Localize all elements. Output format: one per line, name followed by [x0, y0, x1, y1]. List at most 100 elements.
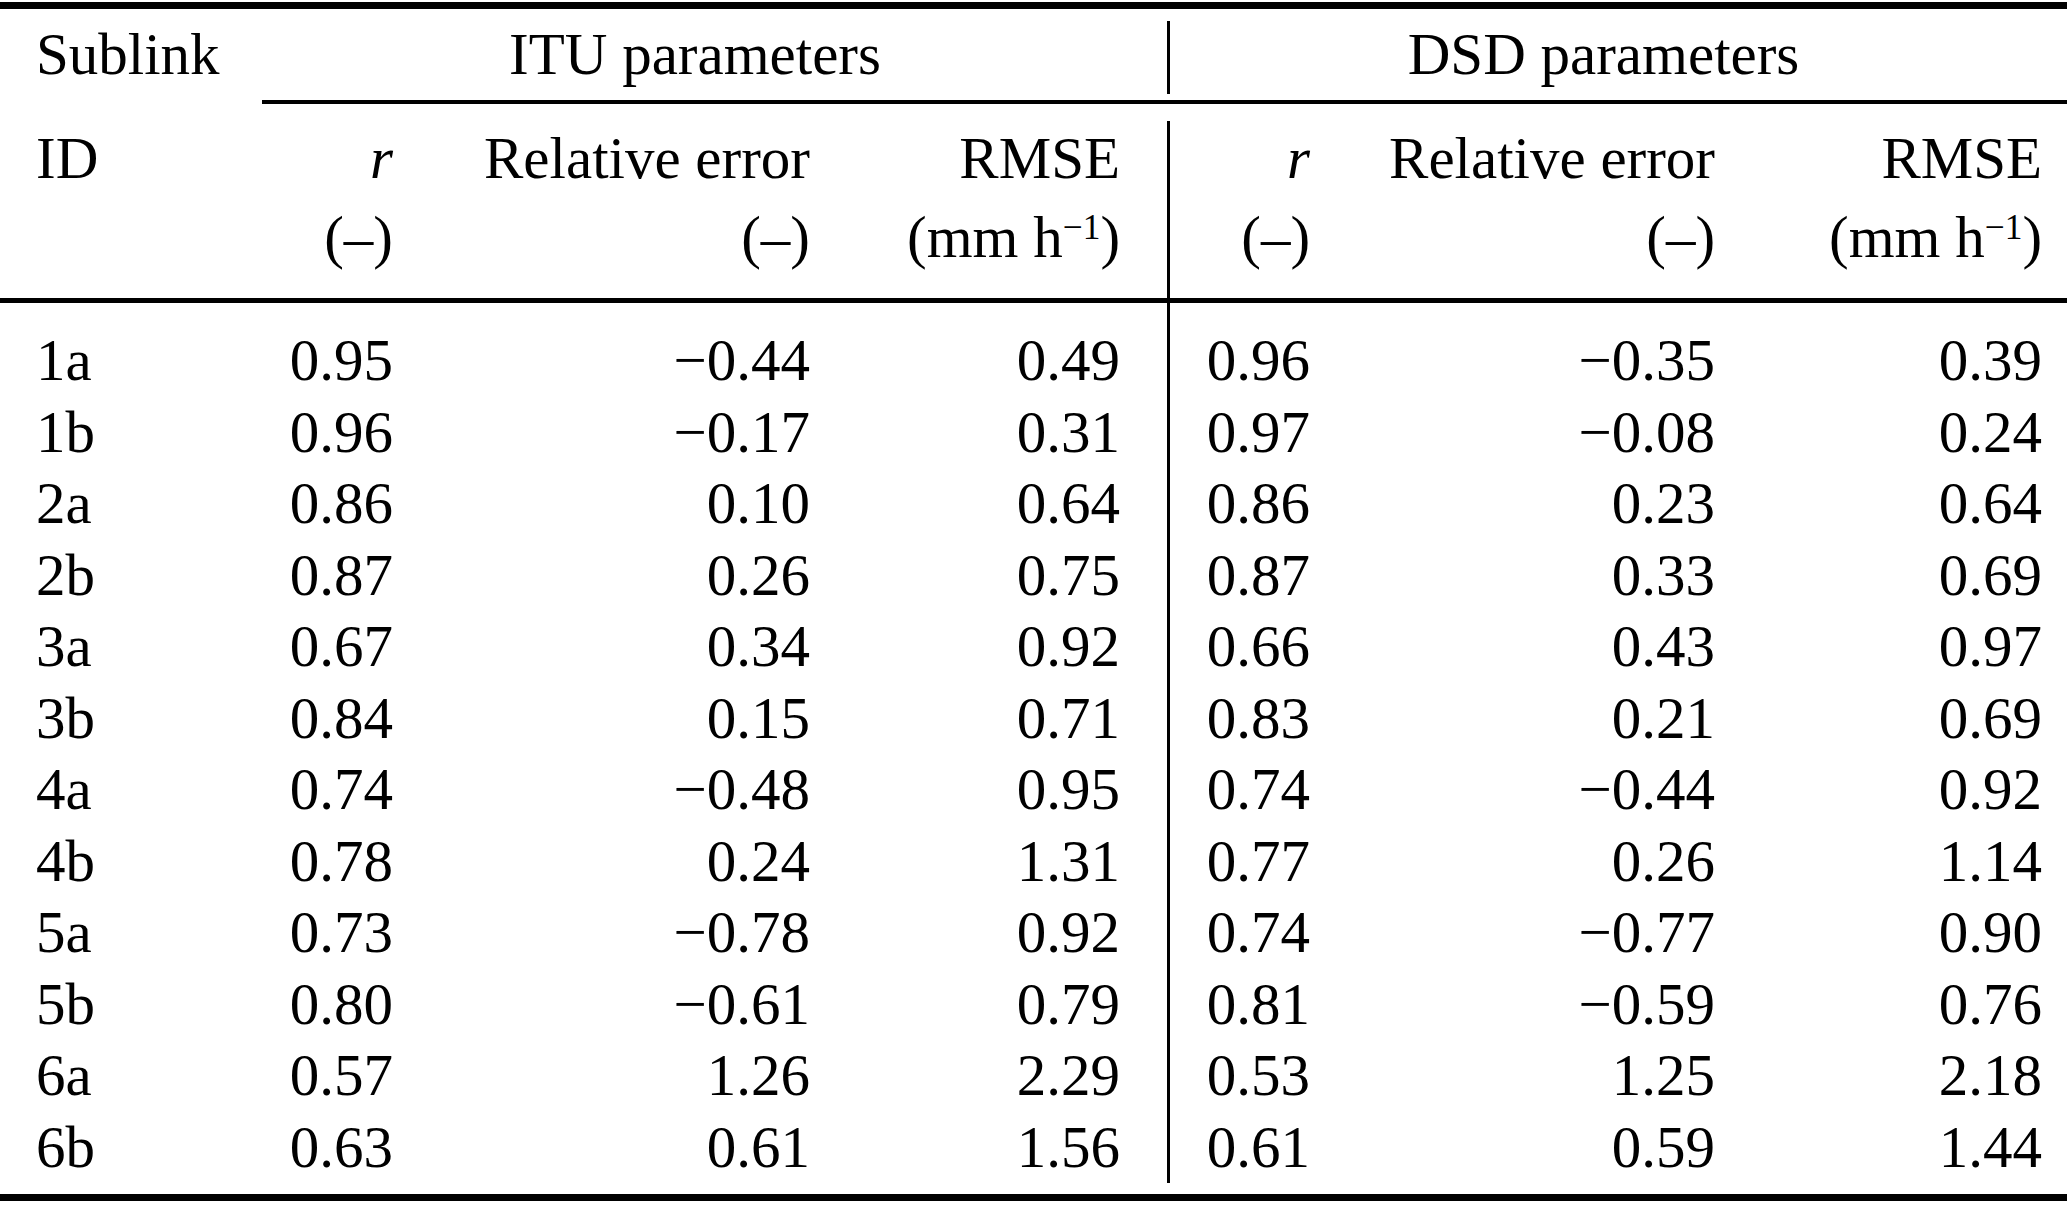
unit-header-row: (–) (–) (mm h−1) (–) (–) (mm h−1) [0, 197, 2067, 298]
cell-itu-r: 0.73 [250, 897, 400, 969]
header-dsd-r: r [1140, 100, 1330, 197]
table-row: 5a 0.73 −0.78 0.92 0.74 −0.77 0.90 [0, 897, 2067, 969]
cell-dsd-r: 0.53 [1140, 1040, 1330, 1112]
unit-itu-r: (–) [250, 197, 400, 298]
cell-dsd-relative-error: 0.59 [1330, 1112, 1735, 1184]
cell-dsd-relative-error: −0.77 [1330, 897, 1735, 969]
cell-dsd-r: 0.61 [1140, 1112, 1330, 1184]
column-header-row: ID r Relative error RMSE r Relative erro… [0, 100, 2067, 197]
rmse-unit-close: ) [1100, 204, 1120, 270]
table-row: 3b 0.84 0.15 0.71 0.83 0.21 0.69 [0, 683, 2067, 755]
cell-dsd-r: 0.96 [1140, 325, 1330, 397]
header-spacer-row [0, 298, 2067, 325]
cell-dsd-relative-error: −0.59 [1330, 969, 1735, 1041]
cell-itu-relative-error: −0.44 [400, 325, 820, 397]
group-header-dsd: DSD parameters [1140, 9, 2067, 100]
cell-sublink-id: 3b [0, 683, 250, 755]
table-header: Sublink ITU parameters DSD parameters ID… [0, 9, 2067, 325]
cell-itu-r: 0.78 [250, 826, 400, 898]
cell-dsd-rmse: 0.92 [1735, 754, 2067, 826]
table-row: 1b 0.96 −0.17 0.31 0.97 −0.08 0.24 [0, 397, 2067, 469]
cell-itu-rmse: 0.75 [820, 540, 1140, 612]
cell-sublink-id: 4b [0, 826, 250, 898]
cell-dsd-rmse: 0.90 [1735, 897, 2067, 969]
cell-dsd-relative-error: 0.33 [1330, 540, 1735, 612]
cell-dsd-rmse: 0.64 [1735, 468, 2067, 540]
cell-dsd-r: 0.77 [1140, 826, 1330, 898]
cell-dsd-r: 0.86 [1140, 468, 1330, 540]
table-row: 4b 0.78 0.24 1.31 0.77 0.26 1.14 [0, 826, 2067, 898]
cell-dsd-rmse: 0.97 [1735, 611, 2067, 683]
cell-itu-rmse: 2.29 [820, 1040, 1140, 1112]
cell-dsd-relative-error: −0.44 [1330, 754, 1735, 826]
results-table: Sublink ITU parameters DSD parameters ID… [0, 9, 2067, 1183]
cell-itu-rmse: 1.56 [820, 1112, 1140, 1184]
cell-itu-rmse: 0.71 [820, 683, 1140, 755]
header-itu-rmse: RMSE [820, 100, 1140, 197]
cell-dsd-r: 0.66 [1140, 611, 1330, 683]
rmse-unit-exponent: −1 [1985, 207, 2023, 247]
cell-itu-r: 0.95 [250, 325, 400, 397]
cell-itu-relative-error: −0.17 [400, 397, 820, 469]
cell-dsd-r: 0.97 [1140, 397, 1330, 469]
header-itu-relative-error: Relative error [400, 100, 820, 197]
cell-sublink-id: 4a [0, 754, 250, 826]
rmse-unit-close: ) [2022, 204, 2042, 270]
cell-itu-rmse: 0.95 [820, 754, 1140, 826]
cell-dsd-rmse: 0.39 [1735, 325, 2067, 397]
cell-itu-rmse: 0.79 [820, 969, 1140, 1041]
header-dsd-rmse: RMSE [1735, 100, 2067, 197]
cell-dsd-relative-error: 1.25 [1330, 1040, 1735, 1112]
unit-itu-relative-error: (–) [400, 197, 820, 298]
unit-dsd-r: (–) [1140, 197, 1330, 298]
rule-bottom [0, 1194, 2067, 1201]
unit-dsd-rmse: (mm h−1) [1735, 197, 2067, 298]
cell-dsd-relative-error: 0.23 [1330, 468, 1735, 540]
table-row: 1a 0.95 −0.44 0.49 0.96 −0.35 0.39 [0, 325, 2067, 397]
header-id: ID [0, 100, 250, 197]
cell-itu-relative-error: 0.24 [400, 826, 820, 898]
cell-itu-r: 0.87 [250, 540, 400, 612]
cell-dsd-r: 0.74 [1140, 754, 1330, 826]
table-container: Sublink ITU parameters DSD parameters ID… [0, 0, 2067, 1207]
table-row: 5b 0.80 −0.61 0.79 0.81 −0.59 0.76 [0, 969, 2067, 1041]
cell-itu-rmse: 1.31 [820, 826, 1140, 898]
rmse-unit-text: (mm h [1829, 204, 1985, 270]
rmse-unit-exponent: −1 [1063, 207, 1101, 247]
cell-itu-rmse: 0.92 [820, 611, 1140, 683]
cell-itu-rmse: 0.92 [820, 897, 1140, 969]
cell-itu-rmse: 0.49 [820, 325, 1140, 397]
cell-dsd-r: 0.81 [1140, 969, 1330, 1041]
cell-dsd-r: 0.74 [1140, 897, 1330, 969]
cell-itu-rmse: 0.64 [820, 468, 1140, 540]
cell-itu-r: 0.84 [250, 683, 400, 755]
unit-dsd-relative-error: (–) [1330, 197, 1735, 298]
cell-dsd-relative-error: −0.35 [1330, 325, 1735, 397]
cell-dsd-r: 0.87 [1140, 540, 1330, 612]
table-body: 1a 0.95 −0.44 0.49 0.96 −0.35 0.39 1b 0.… [0, 325, 2067, 1183]
cell-sublink-id: 5b [0, 969, 250, 1041]
cell-itu-relative-error: 0.61 [400, 1112, 820, 1184]
rmse-unit-text: (mm h [907, 204, 1063, 270]
cell-itu-relative-error: −0.48 [400, 754, 820, 826]
cell-dsd-rmse: 0.76 [1735, 969, 2067, 1041]
cell-sublink-id: 2a [0, 468, 250, 540]
group-header-row: Sublink ITU parameters DSD parameters [0, 9, 2067, 100]
cell-itu-r: 0.57 [250, 1040, 400, 1112]
table-row: 2b 0.87 0.26 0.75 0.87 0.33 0.69 [0, 540, 2067, 612]
cell-sublink-id: 2b [0, 540, 250, 612]
table-row: 6a 0.57 1.26 2.29 0.53 1.25 2.18 [0, 1040, 2067, 1112]
cell-dsd-relative-error: 0.21 [1330, 683, 1735, 755]
cell-itu-rmse: 0.31 [820, 397, 1140, 469]
cell-dsd-rmse: 1.14 [1735, 826, 2067, 898]
cell-sublink-id: 3a [0, 611, 250, 683]
group-header-itu: ITU parameters [250, 9, 1140, 100]
cell-itu-relative-error: 0.10 [400, 468, 820, 540]
cell-dsd-rmse: 0.69 [1735, 683, 2067, 755]
cell-sublink-id: 5a [0, 897, 250, 969]
cell-dsd-relative-error: 0.43 [1330, 611, 1735, 683]
table-row: 2a 0.86 0.10 0.64 0.86 0.23 0.64 [0, 468, 2067, 540]
cell-dsd-rmse: 0.69 [1735, 540, 2067, 612]
cell-itu-relative-error: 0.34 [400, 611, 820, 683]
header-dsd-relative-error: Relative error [1330, 100, 1735, 197]
